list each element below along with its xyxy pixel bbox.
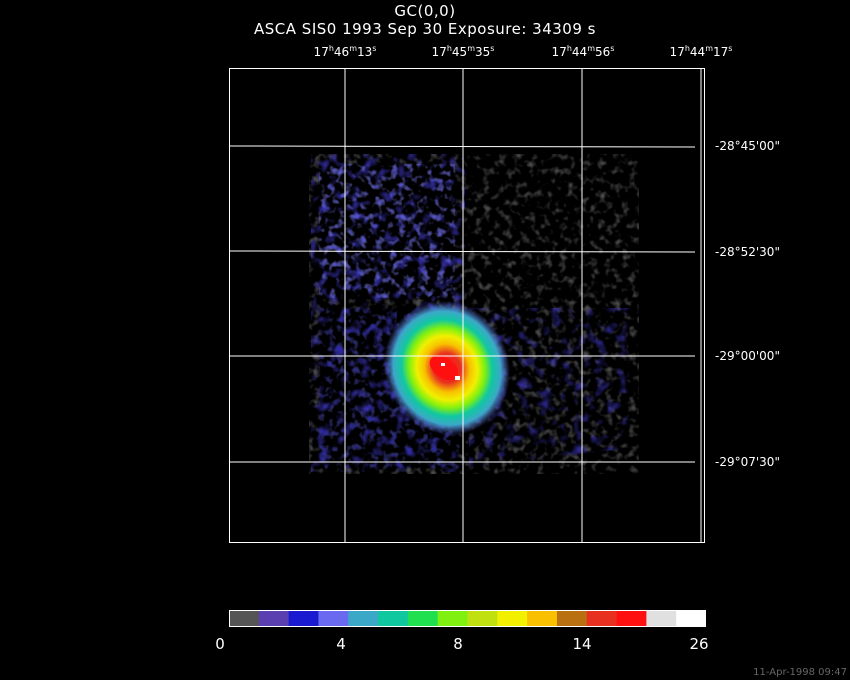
coordinate-grid: [229, 68, 702, 543]
colorbar-swatch: [676, 610, 706, 627]
xray-sky-image: [229, 68, 702, 543]
colorbar-swatch: [556, 610, 588, 627]
ra-tick-label: 17h44m56s: [551, 44, 615, 59]
dec-tick-label: -29°07'30": [715, 455, 780, 469]
colorbar-swatch: [348, 610, 379, 627]
colorbar: [229, 610, 706, 627]
bright-source: [383, 301, 511, 435]
colorbar-label: 0: [215, 635, 225, 653]
dec-tick-label: -28°52'30": [715, 245, 780, 259]
colorbar-swatch: [258, 610, 290, 627]
image-title: GC(0,0): [394, 2, 456, 20]
ra-tick-label: 17h46m13s: [313, 44, 377, 59]
colorbar-swatch: [229, 610, 260, 627]
dec-tick-label: -29°00'00": [715, 349, 780, 363]
colorbar-swatch: [586, 610, 618, 627]
colorbar-label: 14: [572, 635, 592, 653]
colorbar-label: 4: [336, 635, 346, 653]
ra-tick-label: 17h44m17s: [669, 44, 733, 59]
colorbar-swatch: [318, 610, 349, 627]
colorbar-swatch: [288, 610, 319, 627]
colorbar-label: 8: [453, 635, 463, 653]
observation-subtitle: ASCA SIS0 1993 Sep 30 Exposure: 34309 s: [254, 20, 596, 38]
ra-tick-label: 17h45m35s: [431, 44, 495, 59]
colorbar-swatch: [378, 610, 409, 627]
timestamp: 11-Apr-1998 09:47: [753, 667, 847, 678]
colorbar-swatch: [527, 610, 558, 627]
colorbar-swatch: [467, 610, 498, 627]
dec-tick-label: -28°45'00": [715, 139, 780, 153]
colorbar-swatch: [646, 610, 677, 627]
colorbar-swatch: [437, 610, 468, 627]
colorbar-swatch: [497, 610, 528, 627]
colorbar-swatch: [616, 610, 647, 627]
colorbar-label: 26: [689, 635, 709, 653]
colorbar-swatch: [407, 610, 439, 627]
